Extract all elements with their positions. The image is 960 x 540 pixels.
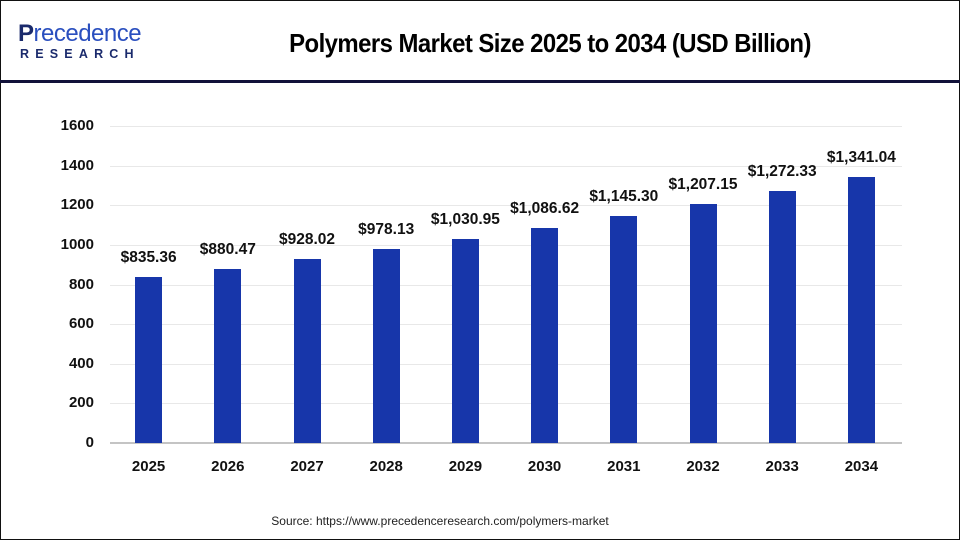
source-note: Source: https://www.precedenceresearch.c… bbox=[271, 514, 609, 528]
x-axis-tick-label: 2028 bbox=[369, 458, 403, 475]
y-axis-tick-label: 0 bbox=[85, 434, 94, 451]
logo-wordmark: Precedence bbox=[18, 20, 142, 48]
precedence-research-logo: Precedence RESEARCH bbox=[18, 20, 158, 64]
x-axis-tick-label: 2029 bbox=[448, 458, 483, 475]
x-axis-tick-label: 2026 bbox=[211, 458, 245, 475]
bar-2025 bbox=[135, 277, 163, 443]
bar-2029 bbox=[451, 238, 479, 443]
gridline bbox=[110, 324, 902, 325]
chart-title: Polymers Market Size 2025 to 2034 (USD B… bbox=[289, 28, 811, 58]
x-axis-tick-label: 2031 bbox=[607, 458, 641, 475]
header-separator bbox=[0, 80, 960, 83]
bar-2026 bbox=[214, 268, 242, 443]
value-label-2034: $1,341.04 bbox=[826, 149, 896, 167]
value-label-2027: $928.02 bbox=[278, 231, 336, 249]
y-axis-tick-label: 400 bbox=[68, 355, 94, 372]
value-label-2025: $835.36 bbox=[120, 249, 177, 267]
bar-2031 bbox=[610, 216, 638, 443]
logo-initial: P bbox=[18, 20, 34, 47]
x-axis-tick-label: 2025 bbox=[131, 458, 166, 475]
bar-2034 bbox=[847, 177, 875, 443]
y-axis-tick-label: 1200 bbox=[60, 196, 94, 213]
y-axis-tick-label: 1400 bbox=[60, 157, 94, 174]
gridline bbox=[110, 166, 902, 167]
y-axis-tick-label: 1600 bbox=[60, 117, 94, 134]
x-axis-tick-label: 2034 bbox=[844, 458, 879, 475]
value-label-2028: $978.13 bbox=[358, 221, 415, 239]
bar-2027 bbox=[293, 259, 321, 443]
value-label-2026: $880.47 bbox=[199, 240, 256, 258]
x-axis-tick-label: 2032 bbox=[686, 458, 720, 475]
gridline bbox=[110, 245, 902, 246]
bar-2030 bbox=[531, 227, 559, 443]
value-label-2030: $1,086.62 bbox=[510, 199, 580, 217]
value-label-2029: $1,030.95 bbox=[430, 210, 500, 228]
value-label-2031: $1,145.30 bbox=[589, 188, 659, 206]
y-axis-tick-label: 1000 bbox=[60, 236, 94, 253]
x-axis-line bbox=[110, 442, 902, 444]
x-axis-tick-label: 2030 bbox=[527, 458, 562, 475]
gridline bbox=[110, 205, 902, 206]
gridline bbox=[110, 126, 902, 127]
gridline bbox=[110, 364, 902, 365]
logo-main-text: recedence bbox=[33, 20, 142, 47]
y-axis-tick-label: 200 bbox=[68, 394, 94, 411]
value-label-2032: $1,207.15 bbox=[668, 175, 738, 193]
bar-2033 bbox=[768, 190, 796, 443]
gridline bbox=[110, 403, 902, 404]
bar-2028 bbox=[372, 249, 400, 443]
logo-subtext: RESEARCH bbox=[20, 47, 140, 61]
value-label-2033: $1,272.33 bbox=[747, 162, 817, 180]
x-axis-tick-label: 2033 bbox=[765, 458, 799, 475]
bar-2032 bbox=[689, 203, 717, 443]
y-axis-tick-label: 600 bbox=[68, 315, 94, 332]
x-axis-tick-label: 2027 bbox=[290, 458, 324, 475]
gridline bbox=[110, 285, 902, 286]
y-axis-tick-label: 800 bbox=[68, 276, 94, 293]
